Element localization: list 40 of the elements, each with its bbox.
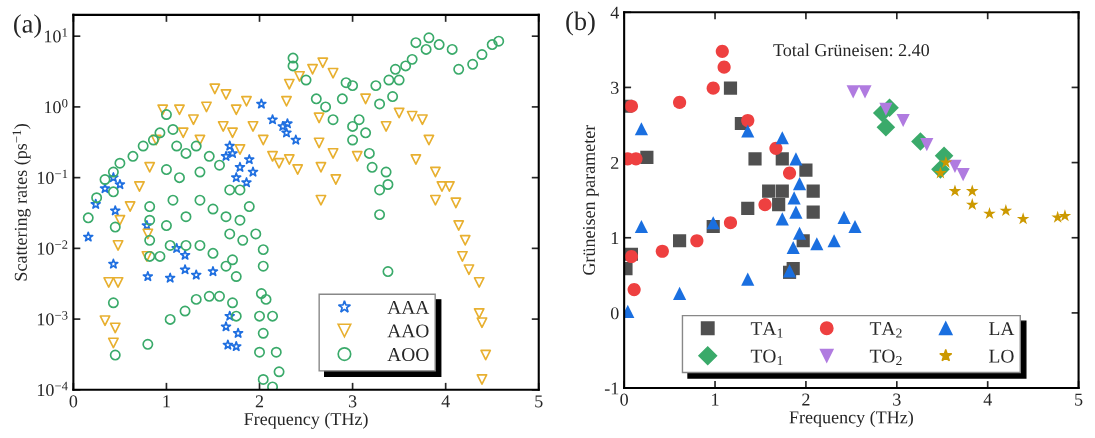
x-axis-title: Frequency (THz) <box>789 410 913 428</box>
y-tick-label: 10$^{−2}$ <box>37 240 68 255</box>
legend-label: AAO <box>387 324 429 338</box>
y-tick-label: 10$^{0}$ <box>44 98 68 114</box>
x-tick-label: 0 <box>69 395 78 408</box>
y-axis-title: Grüneisen parameter <box>582 124 599 275</box>
text: (a) <box>14 14 41 39</box>
x-tick-label: 3 <box>348 395 357 408</box>
legend-label: AOO <box>387 348 429 362</box>
legend-label: TA$_{2}$ <box>869 322 902 338</box>
legend-label: TO$_{1}$ <box>750 349 783 366</box>
y-axis-title: Scattering rates (ps$^{−1}$) <box>12 124 31 281</box>
y-tick-label: 10$^{−4}$ <box>37 381 68 397</box>
legend-label: TO$_{2}$ <box>869 349 902 366</box>
text: (b) <box>566 11 595 36</box>
x-tick-label: 3 <box>893 393 901 406</box>
x-tick-label: 0 <box>620 393 628 406</box>
x-tick-label: 5 <box>1075 393 1083 406</box>
x-tick-label: 2 <box>802 393 810 406</box>
y-tick-label: 10$^{1}$ <box>44 28 68 43</box>
x-tick-label: 4 <box>441 395 450 408</box>
x-tick-label: 2 <box>255 395 264 408</box>
legend-label: AAA <box>387 300 430 314</box>
legend-label: TA$_{1}$ <box>750 322 783 338</box>
x-tick-label: 5 <box>535 395 543 408</box>
x-tick-label: 1 <box>163 395 170 408</box>
legend-label: LA <box>989 322 1015 336</box>
y-tick-label: 4 <box>610 6 620 19</box>
x-tick-label: 4 <box>983 393 992 406</box>
y-tick-label: 10$^{−3}$ <box>37 311 68 326</box>
annotation: Total Grüneisen: 2.40 <box>773 43 930 57</box>
y-tick-label: 3 <box>611 81 619 94</box>
y-tick-label: -1 <box>604 382 619 395</box>
y-tick-label: 10$^{−1}$ <box>37 169 68 184</box>
legend-label: LO <box>989 349 1014 363</box>
y-tick-label: 2 <box>611 156 619 169</box>
y-tick-label: 0 <box>610 307 619 320</box>
y-tick-label: 1 <box>611 232 619 245</box>
x-axis-title: Frequency (THz) <box>244 412 368 429</box>
x-tick-label: 1 <box>712 393 719 406</box>
